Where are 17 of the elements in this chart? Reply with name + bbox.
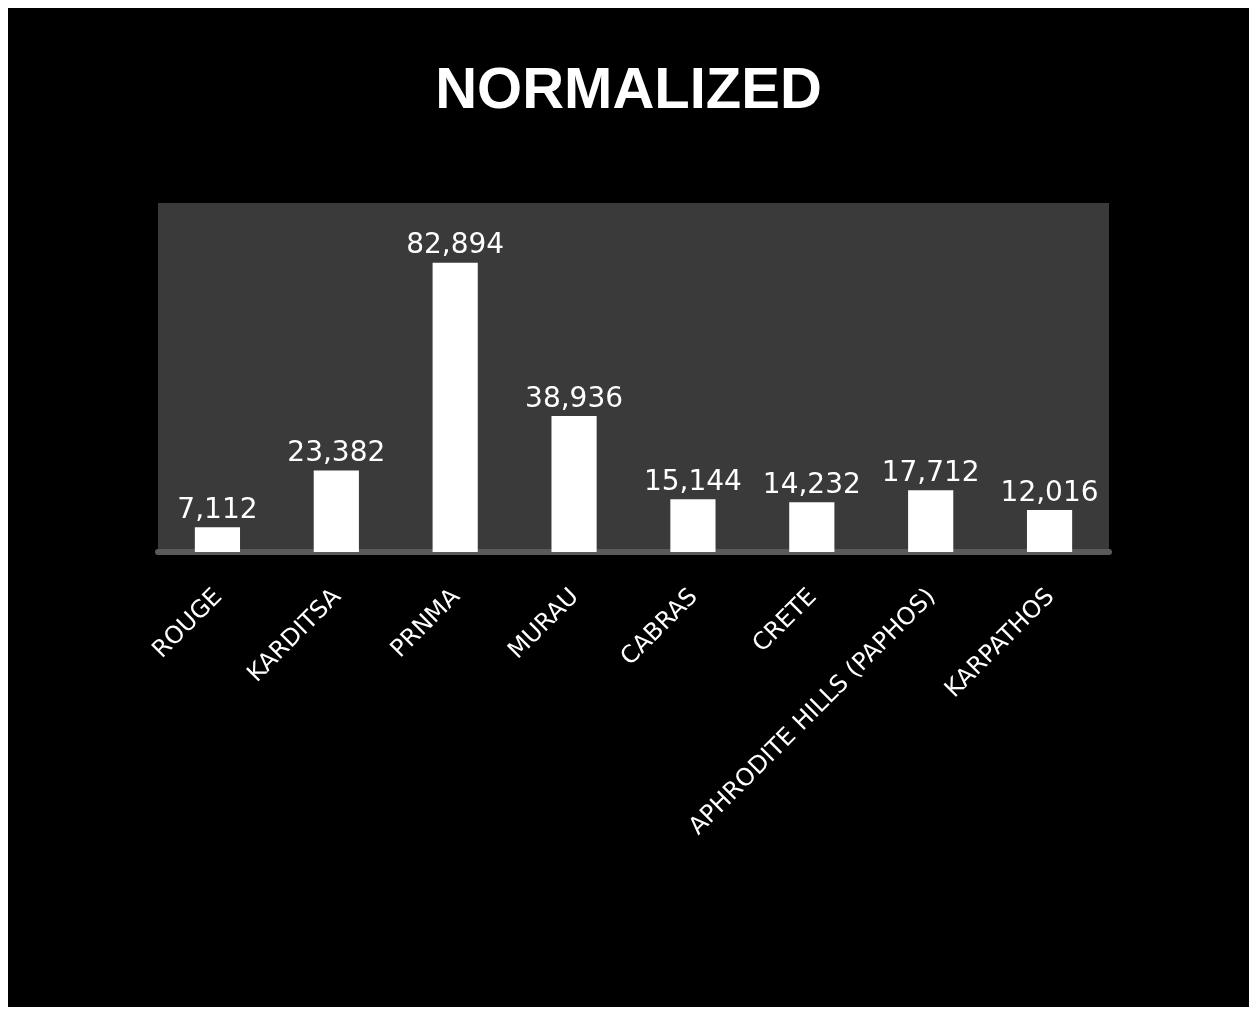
- bar: [789, 502, 835, 552]
- bar: [1026, 510, 1073, 552]
- bar: [432, 262, 478, 552]
- data-label: 15,144: [643, 463, 742, 497]
- data-label: 12,016: [1000, 474, 1099, 508]
- data-label: 82,894: [406, 227, 505, 261]
- data-label: 7,112: [177, 491, 258, 525]
- bar: [313, 470, 359, 552]
- data-label: 23,382: [287, 434, 386, 468]
- chart-title: NORMALIZED: [435, 54, 822, 120]
- data-label: 38,936: [525, 380, 624, 414]
- data-label: 17,712: [881, 454, 980, 488]
- bar: [551, 416, 597, 552]
- data-label: 14,232: [762, 466, 861, 500]
- bar: [670, 499, 716, 552]
- bar: [908, 490, 954, 552]
- bar: [194, 527, 241, 552]
